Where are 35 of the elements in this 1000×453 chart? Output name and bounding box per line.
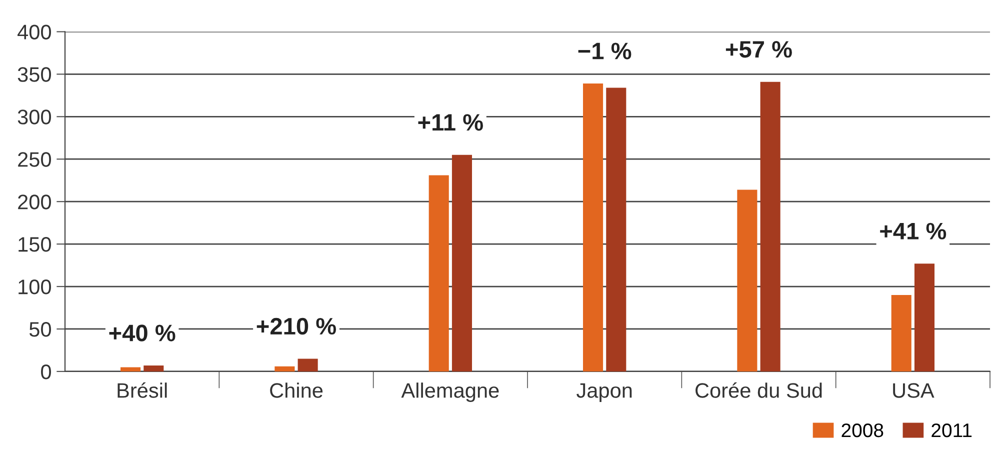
x-tick-label: Chine: [270, 382, 323, 398]
bar: [583, 84, 604, 372]
bar: [606, 88, 626, 372]
y-tick-label: 400: [18, 24, 51, 40]
y-tick-label: 100: [18, 280, 51, 294]
annotation: −1 %: [578, 42, 632, 60]
y-tick-label: 250: [18, 152, 51, 167]
x-tick-label: Corée du Sud: [696, 382, 822, 398]
x-tick-label: Allemagne: [401, 382, 499, 402]
y-tick-label: 150: [18, 237, 51, 252]
bar: [452, 154, 472, 372]
y-tick-label: 300: [18, 110, 51, 124]
bar: [914, 264, 934, 372]
annotation: +210 %: [256, 318, 336, 335]
legend-label: 2011: [932, 423, 972, 438]
bar: [760, 82, 780, 372]
y-tick-label: 200: [18, 194, 51, 210]
x-tick-label: Brésil: [118, 382, 167, 398]
annotation: +11 %: [418, 114, 483, 131]
annotation: +40 %: [109, 324, 176, 342]
annotation: +57 %: [726, 41, 792, 58]
bar: [737, 190, 758, 372]
bar: [891, 295, 912, 372]
x-tick-label: Japon: [576, 383, 632, 402]
bar: [428, 175, 449, 372]
bar: [298, 358, 318, 372]
bar: [274, 366, 295, 372]
y-tick-label: 350: [18, 67, 51, 82]
bar: [120, 367, 141, 372]
annotation: +41 %: [880, 222, 946, 240]
legend-label: 2008: [842, 423, 884, 438]
y-tick-label: 0: [41, 364, 51, 380]
bar: [144, 366, 164, 372]
y-tick-label: 50: [29, 322, 51, 337]
x-tick-label: USA: [893, 383, 934, 398]
